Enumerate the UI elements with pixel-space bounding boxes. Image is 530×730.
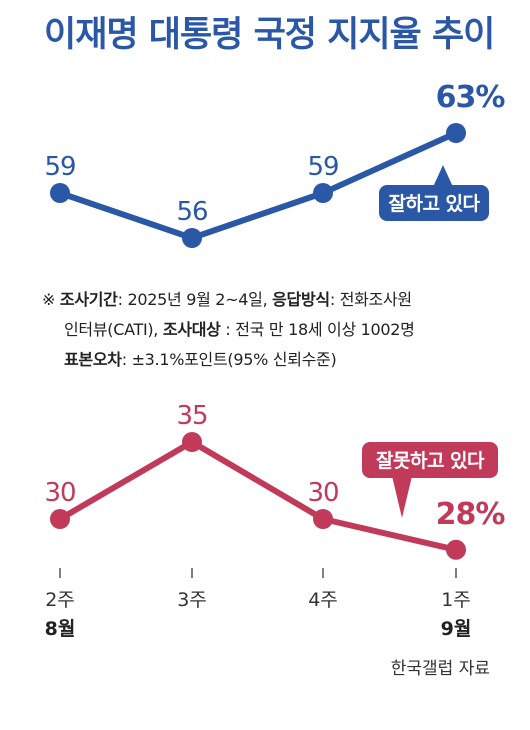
approve-legend-label: 잘하고 있다: [388, 193, 480, 215]
disapprove-line: [57, 439, 459, 553]
x-axis: 2주 8월 3주 4주 1주 9월: [45, 568, 472, 640]
disapprove-point: [50, 509, 70, 529]
x-tick-label: 3주: [177, 589, 207, 611]
disapprove-series-group: 30 35 30 28% 잘못하고 있다: [44, 401, 506, 560]
method-value-cont: 인터뷰(CATI),: [64, 320, 163, 339]
error-value: : ±3.1%포인트(95% 신뢰수준): [121, 350, 337, 369]
approve-callout: 잘하고 있다: [379, 165, 489, 221]
disapprove-value-label: 30: [307, 478, 338, 508]
approve-point: [446, 123, 466, 143]
approve-point: [182, 228, 202, 248]
period-value: : 2025년 9월 2~4일,: [117, 290, 273, 309]
x-month-label: 9월: [441, 618, 472, 640]
disapprove-legend-label: 잘못하고 있다: [376, 450, 485, 472]
target-label: 조사대상: [162, 320, 221, 339]
method-label: 응답방식: [272, 290, 330, 309]
target-value: : 전국 만 18세 이상 1002명: [220, 320, 415, 339]
chart-title: 이재명 대통령 국정 지지율 추이: [44, 15, 495, 55]
notes-line-1: ※ 조사기간: 2025년 9월 2~4일, 응답방식: 전화조사원: [42, 285, 415, 315]
approve-point: [50, 183, 70, 203]
approve-value-label: 56: [176, 197, 207, 227]
disapprove-point: [446, 539, 466, 560]
source-note: 한국갤럽 자료: [390, 659, 490, 679]
approve-value-label: 59: [307, 152, 338, 182]
x-tick-label: 1주: [441, 589, 471, 611]
survey-notes: ※ 조사기간: 2025년 9월 2~4일, 응답방식: 전화조사원 인터뷰(C…: [42, 285, 415, 375]
notes-mark: ※: [42, 290, 56, 309]
approve-point: [313, 183, 333, 203]
approve-series-group: 59 56 59 63% 잘하고 있다: [44, 80, 506, 248]
disapprove-value-label: 35: [176, 401, 207, 431]
disapprove-callout: 잘못하고 있다: [362, 442, 498, 518]
approve-value-label: 63%: [436, 80, 506, 115]
disapprove-value-label: 28%: [436, 497, 506, 532]
x-tick-label: 4주: [308, 589, 338, 611]
disapprove-point: [313, 509, 333, 529]
x-month-label: 8월: [45, 618, 76, 640]
x-tick-label: 2주: [45, 589, 75, 611]
approve-line: [57, 130, 459, 241]
notes-line-3: 표본오차: ±3.1%포인트(95% 신뢰수준): [42, 345, 415, 375]
error-label: 표본오차: [64, 350, 122, 369]
method-value: : 전화조사원: [329, 290, 412, 309]
disapprove-value-label: 30: [44, 478, 75, 508]
disapprove-point: [182, 432, 202, 452]
notes-line-2: 인터뷰(CATI), 조사대상 : 전국 만 18세 이상 1002명: [42, 315, 415, 345]
approve-value-label: 59: [44, 152, 75, 182]
period-label: 조사기간: [59, 290, 118, 309]
